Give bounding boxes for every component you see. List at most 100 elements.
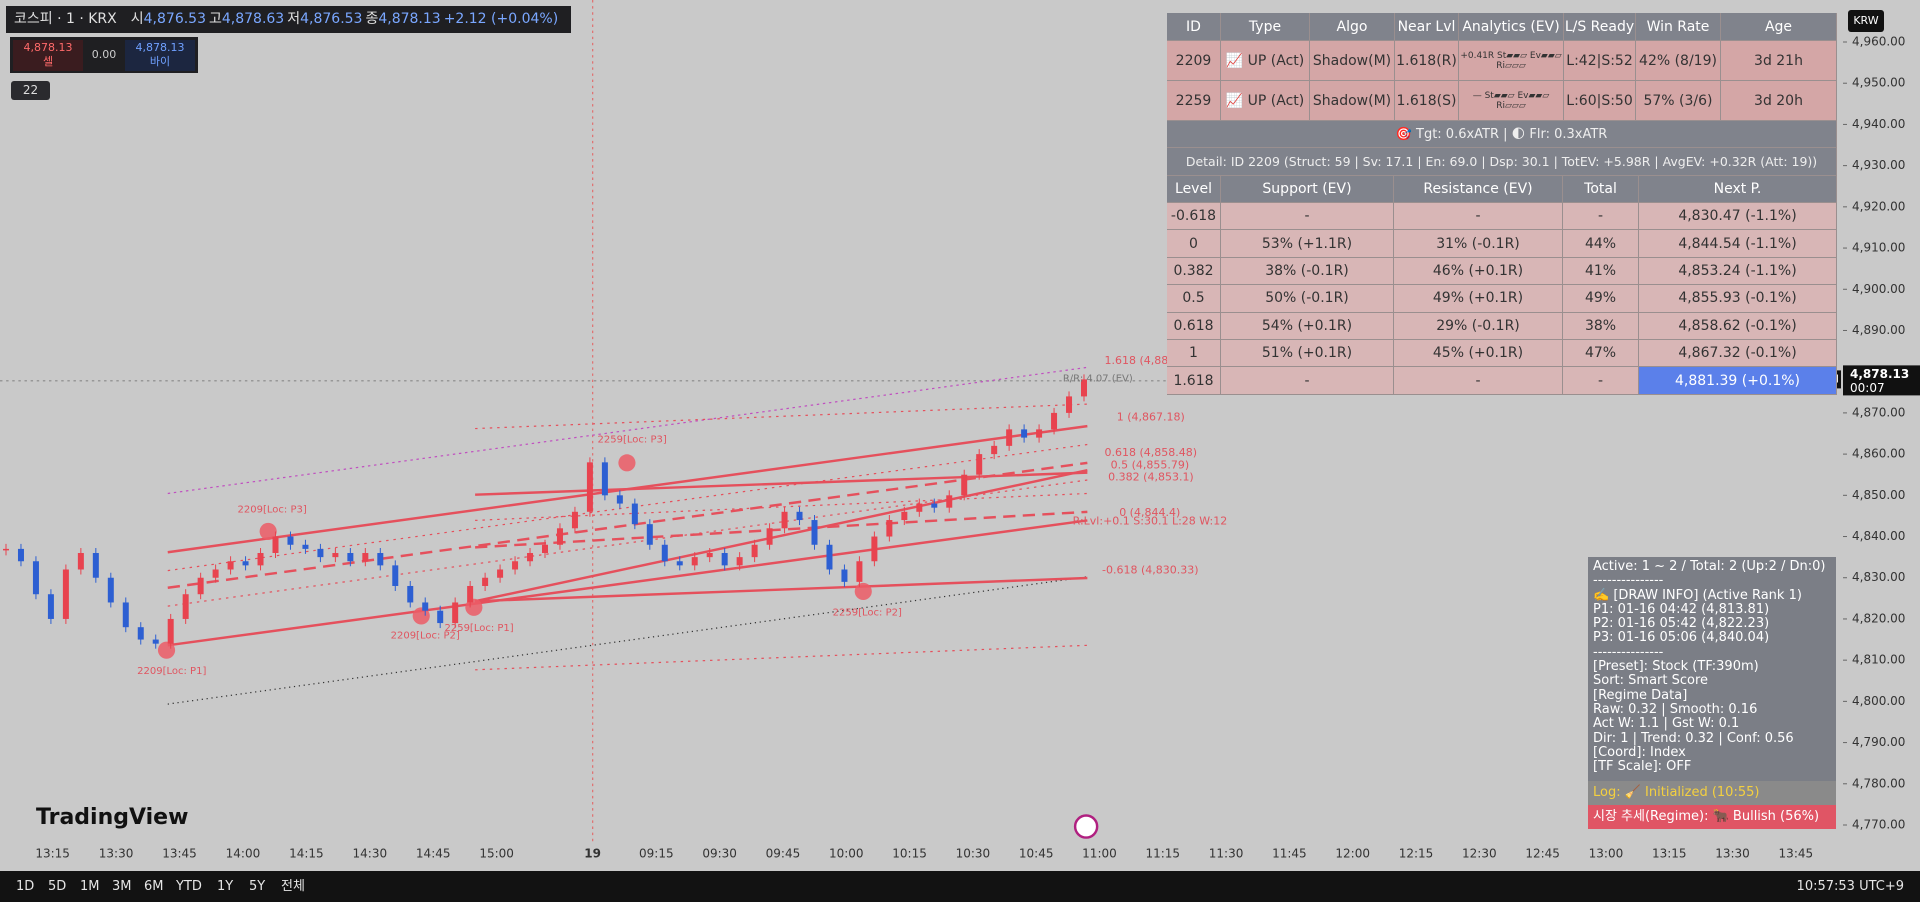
candle (32, 561, 39, 595)
candle (1051, 412, 1058, 430)
range-button[interactable]: 5Y (249, 879, 266, 894)
candle (362, 553, 369, 562)
candle (811, 520, 818, 545)
low-value: 4,876.53 (300, 11, 363, 27)
sell-button[interactable]: 4,878.13 셀 (13, 40, 83, 71)
candle (751, 544, 758, 558)
chart-label: 0.5 (4,855.79) (1111, 458, 1190, 471)
candle (3, 548, 9, 551)
table-cell: Level (1167, 176, 1221, 203)
time-tick-label: 13:45 (1779, 847, 1814, 861)
table-cell: 29% (-0.1R) (1394, 312, 1563, 340)
range-button[interactable]: YTD (176, 879, 202, 894)
change: +2.12 (+0.04%) (443, 11, 559, 27)
table-cell: 38% (-0.1R) (1221, 257, 1394, 286)
candle (272, 536, 279, 554)
candle (646, 524, 653, 545)
range-button[interactable]: 1D (16, 879, 35, 894)
info-line: [Coord]: Index (1593, 744, 1686, 760)
channel-line (474, 469, 1088, 603)
table-cell: +0.41R St▰▰▱ Ev▰▰▱ Ri▱▱▱ (1459, 41, 1564, 81)
candle (347, 553, 354, 562)
price-tick-label: 4,930.00 (1852, 158, 1905, 172)
last-price: 4,878.13 (1850, 367, 1909, 381)
level-header: Level Support (EV) Resistance (EV) Total Nex… (1167, 176, 1837, 203)
candle (197, 577, 204, 595)
pivot-point (259, 522, 277, 541)
chart-label: 1 (4,867.18) (1117, 411, 1185, 424)
candle (1081, 379, 1087, 397)
time-tick-label: 10:15 (892, 847, 927, 861)
chart-label: 2259[Loc: P3] (598, 435, 667, 446)
table-cell: 49% (+0.1R) (1394, 285, 1563, 313)
range-button[interactable]: 5D (48, 879, 67, 894)
indicator-count[interactable]: 22 (11, 81, 50, 100)
bottom-toolbar: 1D 5D 1M 3M 6M YTD 1Y 5Y 전체 10:57:53 UTC+9 (0, 871, 1920, 902)
candle (182, 594, 189, 619)
candle (661, 544, 668, 562)
table-cell: 3d 20h (1721, 81, 1837, 121)
info-line: Sort: Smart Score (1593, 673, 1709, 689)
table-cell: 2209 (1167, 41, 1221, 81)
info-box: Active: 1 ~ 2 / Total: 2 (Up:2 / Dn:0) --… (1588, 557, 1836, 829)
table-cell: 3d 21h (1721, 41, 1837, 81)
table-cell: Resistance (EV) (1394, 176, 1563, 203)
candle (107, 577, 114, 603)
countdown: 00:07 (1850, 381, 1885, 395)
price-tick-label: 4,820.00 (1852, 611, 1905, 625)
alert-icon[interactable] (1073, 814, 1099, 839)
info-line: --------------- (1593, 644, 1664, 660)
open-label: 시 (130, 11, 144, 27)
candle (886, 520, 893, 537)
candle (17, 548, 24, 562)
candle (377, 553, 384, 566)
candle (227, 561, 234, 570)
candle (512, 561, 519, 570)
table-row: 2259 📈 UP (Act) Shadow(M) 1.618(S) — St▰▰▱ E… (1167, 81, 1837, 121)
buy-button[interactable]: 4,878.13 바이 (125, 40, 195, 71)
currency-button[interactable]: KRW (1848, 10, 1884, 32)
pivot-point (618, 454, 636, 472)
time-tick-label: 14:45 (416, 847, 451, 861)
channel-line (475, 510, 1088, 549)
table-cell: Analytics (EV) (1459, 13, 1564, 41)
candle (527, 553, 534, 562)
range-button[interactable]: 1Y (217, 879, 234, 894)
price-tick-label: 4,780.00 (1852, 776, 1905, 790)
table-cell: 46% (+0.1R) (1394, 257, 1563, 286)
level-row: 0 53% (+1.1R) 31% (-0.1R) 44% 4,844.54 (-1.1… (1167, 230, 1837, 258)
info-line: Dir: 1 | Trend: 0.32 | Conf: 0.56 (1593, 730, 1794, 746)
table-cell: 47% (1563, 339, 1639, 368)
table-cell: 1.618(S) (1395, 81, 1459, 121)
table-cell: 53% (+1.1R) (1221, 230, 1394, 258)
candle (736, 557, 743, 566)
range-button[interactable]: 6M (144, 879, 164, 894)
time-tick-label: 12:30 (1462, 847, 1497, 861)
range-button[interactable]: 3M (112, 879, 132, 894)
candle (47, 594, 54, 619)
time-tick-label: 13:30 (1715, 847, 1750, 861)
candle (976, 454, 983, 475)
table-cell: 1 (1167, 339, 1221, 368)
range-button[interactable]: 1M (80, 879, 100, 894)
candle (257, 553, 264, 566)
channel-line (167, 461, 1088, 589)
chart-label: R/R: 4.07 (EV) (1063, 373, 1133, 384)
channel-line (167, 519, 1088, 647)
time-tick-label: 13:30 (99, 847, 134, 861)
range-button[interactable]: 전체 (281, 879, 305, 894)
table-cell: - (1221, 367, 1394, 395)
table-header: ID Type Algo Near Lvl Analytics (EV) L/S Read… (1167, 13, 1837, 41)
level-row: 0.382 38% (-0.1R) 46% (+0.1R) 41% 4,853.24 (… (1167, 257, 1837, 286)
time-tick-label: 09:30 (702, 847, 737, 861)
table-cell: -0.618 (1167, 203, 1221, 231)
candle (137, 627, 144, 640)
time-tick-label: 10:30 (956, 847, 991, 861)
time-tick-label: 12:45 (1525, 847, 1560, 861)
time-tick-label: 15:00 (479, 847, 514, 861)
candle (916, 503, 923, 512)
info-line: --------------- (1593, 573, 1664, 589)
table-cell: 4,830.47 (-1.1%) (1639, 203, 1837, 231)
sell-price: 4,878.13 (23, 41, 73, 54)
